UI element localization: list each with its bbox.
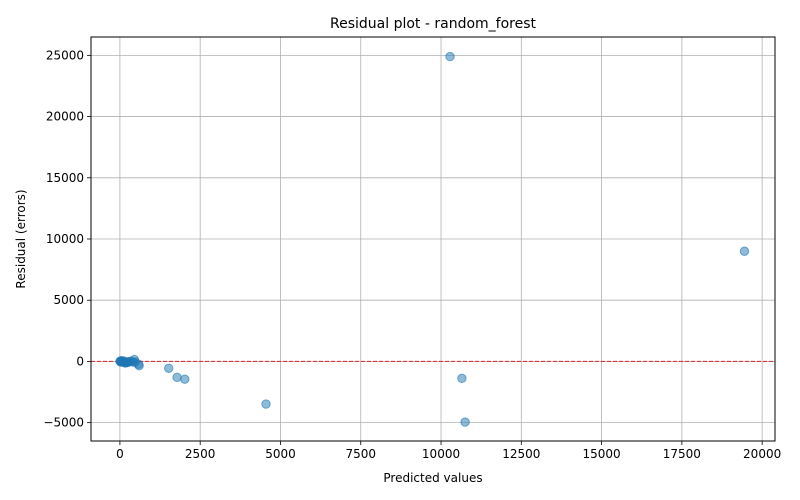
scatter-point	[457, 373, 467, 384]
y-tick-label: 0	[76, 354, 84, 368]
y-tick-label: 5000	[53, 293, 84, 307]
y-axis-ticks: −5000 0 5000 10000 15000 20000 25000	[43, 48, 91, 430]
x-tick-label: 17500	[663, 447, 701, 461]
y-axis-label: Residual (errors)	[14, 189, 28, 288]
scatter-point	[172, 372, 182, 383]
y-tick-label: 25000	[46, 48, 84, 62]
scatter-point	[164, 363, 174, 373]
scatter-point	[445, 51, 455, 62]
x-axis-ticks: 0 2500 5000 7500 10000 12500 15000 17500 20000	[116, 441, 781, 461]
y-tick-label: 15000	[46, 171, 84, 185]
y-tick-label: −5000	[43, 416, 84, 430]
x-tick-label: 15000	[582, 447, 620, 461]
y-tick-label: 20000	[46, 110, 84, 124]
x-tick-label: 2500	[185, 447, 216, 461]
x-tick-label: 10000	[422, 447, 460, 461]
x-tick-label: 5000	[265, 447, 296, 461]
scatter-point	[261, 399, 271, 409]
chart-title: Residual plot - random_forest	[330, 16, 537, 32]
x-tick-label: 12500	[502, 447, 540, 461]
y-tick-label: 10000	[46, 232, 84, 246]
scatter-points	[115, 51, 750, 427]
scatter-point	[739, 246, 750, 256]
scatter-point	[180, 374, 190, 384]
scatter-point	[460, 417, 470, 427]
x-tick-label: 7500	[345, 447, 376, 461]
scatter-point	[134, 361, 144, 371]
x-tick-label: 20000	[743, 447, 781, 461]
x-axis-label: Predicted values	[383, 471, 482, 485]
x-tick-label: 0	[116, 447, 124, 461]
